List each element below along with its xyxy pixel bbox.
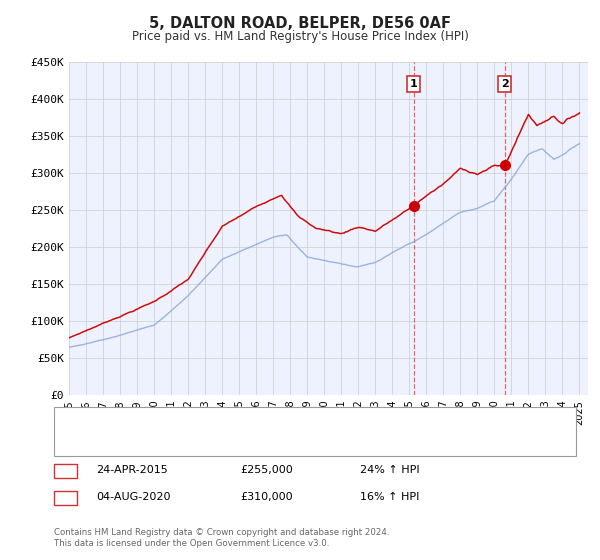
Text: ──────: ────── (69, 416, 110, 426)
Text: 5, DALTON ROAD, BELPER, DE56 0AF: 5, DALTON ROAD, BELPER, DE56 0AF (149, 16, 451, 31)
Text: 04-AUG-2020: 04-AUG-2020 (96, 492, 170, 502)
Text: 24% ↑ HPI: 24% ↑ HPI (360, 465, 419, 475)
Text: £310,000: £310,000 (240, 492, 293, 502)
Text: Price paid vs. HM Land Registry's House Price Index (HPI): Price paid vs. HM Land Registry's House … (131, 30, 469, 43)
Text: HPI: Average price, detached house, Amber Valley: HPI: Average price, detached house, Ambe… (129, 439, 404, 449)
Text: 5, DALTON ROAD, BELPER,  DE56 0AF (detached house): 5, DALTON ROAD, BELPER, DE56 0AF (detach… (129, 416, 434, 426)
Text: £255,000: £255,000 (240, 465, 293, 475)
Text: 16% ↑ HPI: 16% ↑ HPI (360, 492, 419, 502)
Text: 2: 2 (501, 79, 508, 89)
Text: Contains HM Land Registry data © Crown copyright and database right 2024.
This d: Contains HM Land Registry data © Crown c… (54, 528, 389, 548)
Text: ──────: ────── (69, 439, 110, 449)
Text: 1: 1 (410, 79, 418, 89)
Text: 24-APR-2015: 24-APR-2015 (96, 465, 168, 475)
Text: 2: 2 (62, 492, 69, 502)
Text: 1: 1 (62, 465, 69, 475)
